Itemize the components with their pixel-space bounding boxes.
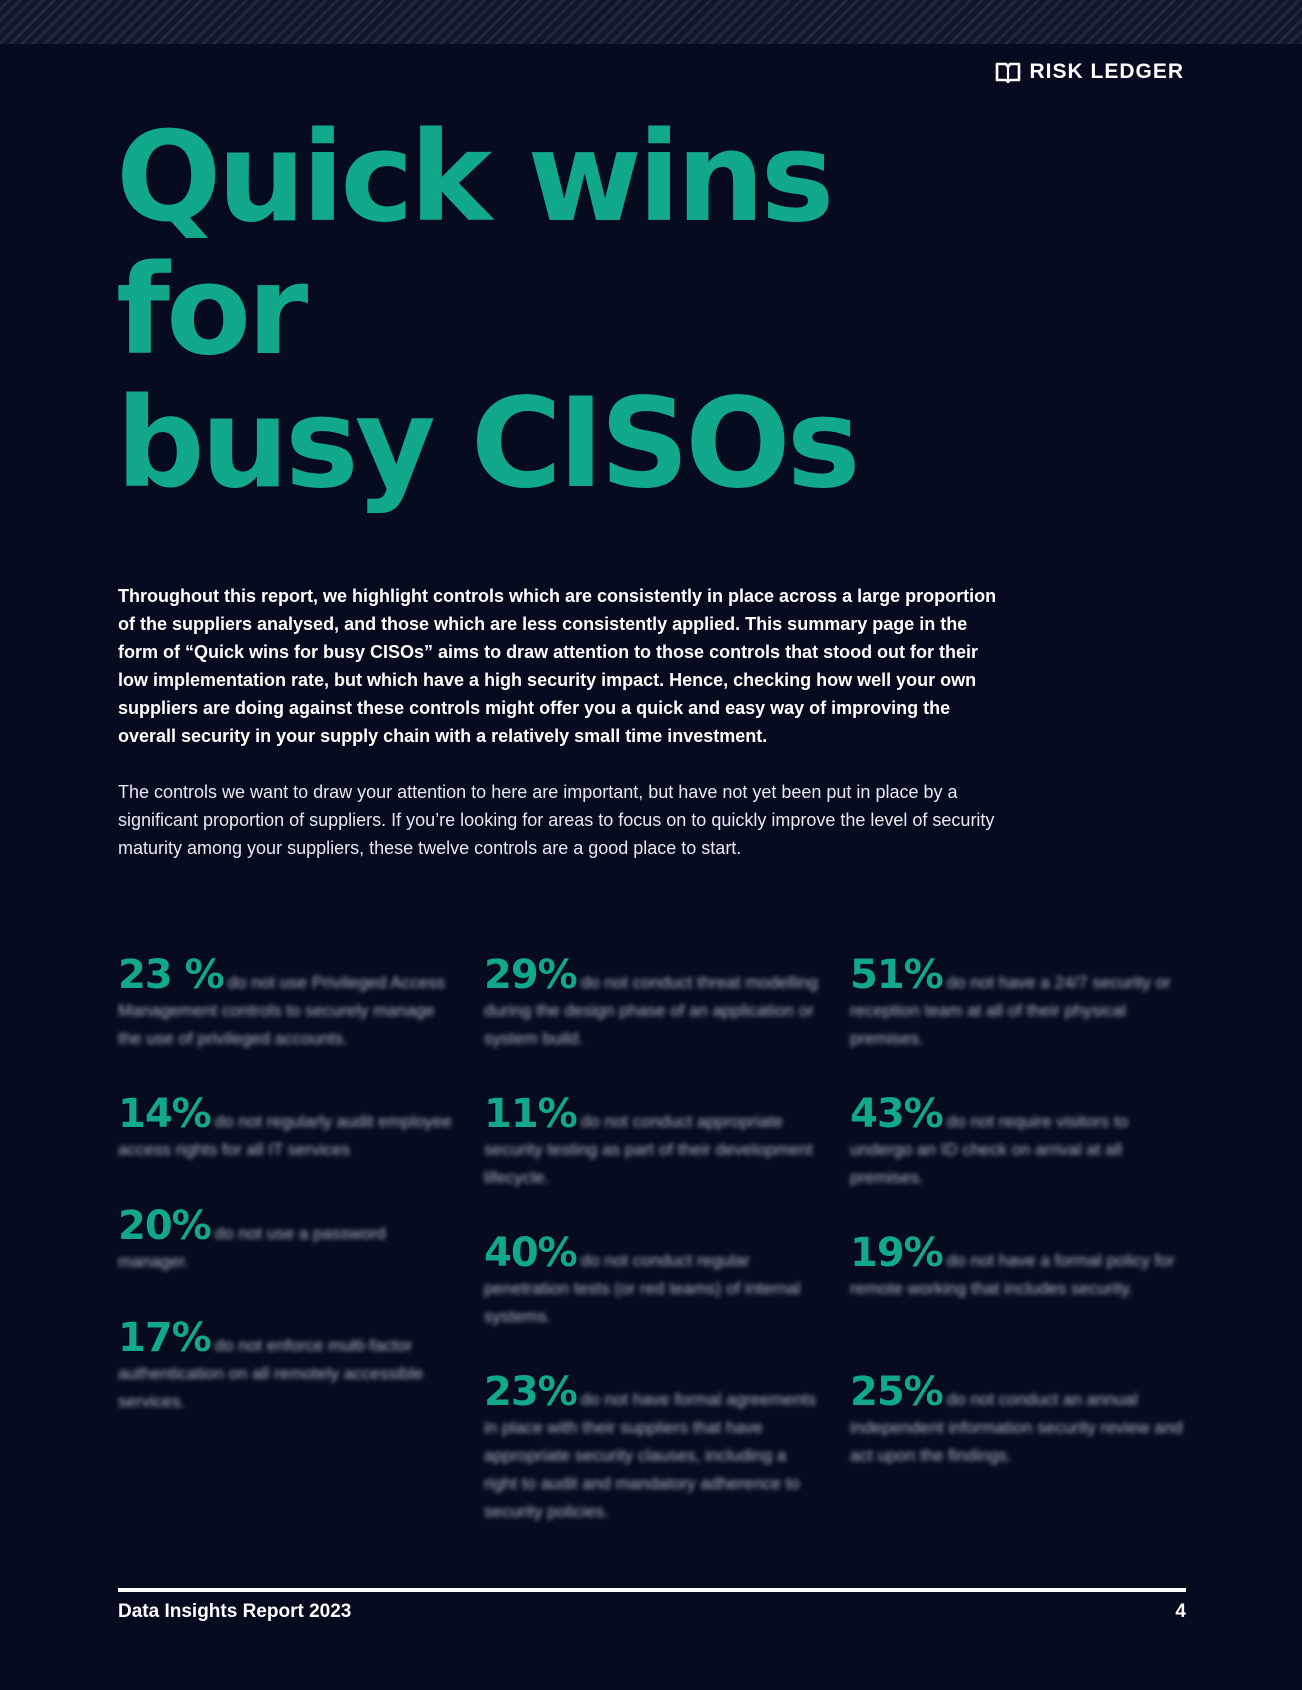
footer-report-title: Data Insights Report 2023	[118, 1601, 352, 1622]
title-line-1: Quick wins for	[116, 106, 834, 383]
page-title: Quick wins for busy CISOs	[116, 112, 1016, 511]
stat-item: 51% do not have a 24/7 security or recept…	[850, 955, 1190, 1053]
stat-item: 14% do not regularly audit employee acces…	[118, 1094, 458, 1164]
intro-paragraph: Throughout this report, we highlight con…	[118, 586, 997, 746]
stat-percentage: 14%	[118, 1091, 212, 1137]
stat-item: 17% do not enforce multi-factor authentic…	[118, 1318, 458, 1416]
stat-percentage: 20%	[118, 1203, 212, 1249]
stat-percentage: 23%	[484, 1369, 578, 1415]
stat-item: 29% do not conduct threat modelling durin…	[484, 955, 824, 1053]
stat-percentage: 23 %	[118, 952, 225, 998]
footer-divider	[118, 1588, 1186, 1592]
stat-percentage: 40%	[484, 1230, 578, 1276]
stat-description: do not conduct regular penetration tests…	[484, 1251, 801, 1326]
stat-description: do not regularly audit employee access r…	[118, 1112, 452, 1159]
stat-percentage: 25%	[850, 1369, 944, 1415]
stat-item: 23% do not have formal agreements in plac…	[484, 1372, 824, 1526]
stat-description: do not have a formal policy for remote w…	[850, 1251, 1175, 1298]
stat-description: do not have a 24/7 security or reception…	[850, 973, 1171, 1048]
body-paragraph: The controls we want to draw your attent…	[118, 782, 995, 858]
decorative-stripe	[0, 0, 1302, 44]
stat-item: 11% do not conduct appropriate security t…	[484, 1094, 824, 1192]
stat-percentage: 43%	[850, 1091, 944, 1137]
book-icon	[996, 62, 1021, 83]
title-line-2: busy CISOs	[116, 372, 861, 516]
stat-item: 40% do not conduct regular penetration te…	[484, 1233, 824, 1331]
stat-description: do not have formal agreements in place w…	[484, 1390, 817, 1521]
stat-percentage: 19%	[850, 1230, 944, 1276]
stat-description: do not use a password manager.	[118, 1224, 386, 1271]
stat-percentage: 29%	[484, 952, 578, 998]
stat-item: 20% do not use a password manager.	[118, 1206, 458, 1276]
brand-name: RISK LEDGER	[1029, 60, 1184, 83]
stat-description: do not conduct threat modelling during t…	[484, 973, 818, 1048]
stat-item: 23 % do not use Privileged Access Managem…	[118, 955, 458, 1053]
stat-percentage: 11%	[484, 1091, 578, 1137]
stat-description: do not use Privileged Access Management …	[118, 973, 446, 1048]
stat-description: do not conduct appropriate security test…	[484, 1112, 813, 1187]
brand-logo: RISK LEDGER	[995, 60, 1184, 84]
stat-percentage: 51%	[850, 952, 944, 998]
stat-description: do not conduct an annual independent inf…	[850, 1390, 1183, 1465]
stat-item: 43% do not require visitors to undergo an…	[850, 1094, 1190, 1192]
stat-description: do not require visitors to undergo an ID…	[850, 1112, 1129, 1187]
stat-description: do not enforce multi-factor authenticati…	[118, 1336, 424, 1411]
stat-percentage: 17%	[118, 1315, 212, 1361]
stat-item: 25% do not conduct an annual independent …	[850, 1372, 1190, 1470]
page-number: 4	[1175, 1601, 1186, 1622]
stat-item: 19% do not have a formal policy for remot…	[850, 1233, 1190, 1303]
